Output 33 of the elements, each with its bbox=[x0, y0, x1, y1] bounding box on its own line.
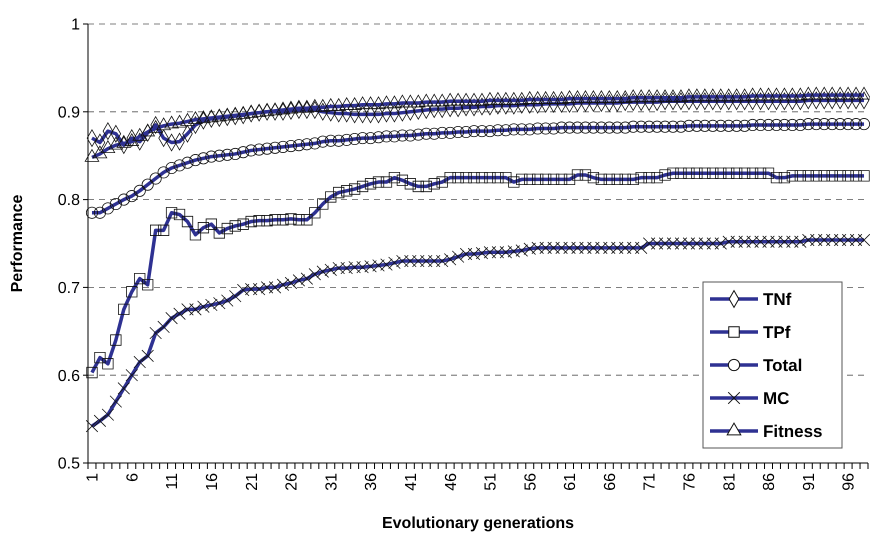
x-tick-label: 11 bbox=[164, 472, 182, 490]
x-tick-label: 81 bbox=[721, 472, 738, 491]
x-tick-label: 1 bbox=[84, 472, 102, 482]
legend-label: Fitness bbox=[763, 422, 823, 441]
x-tick-label: 96 bbox=[840, 472, 858, 491]
x-tick-label: 86 bbox=[761, 472, 778, 491]
x-tick-label: 16 bbox=[204, 472, 221, 491]
legend-label: TNf bbox=[763, 290, 792, 309]
y-tick-label: 0.9 bbox=[58, 104, 80, 122]
x-tick-label: 66 bbox=[602, 472, 619, 491]
y-tick-label: 0.7 bbox=[58, 280, 80, 297]
x-tick-label: 26 bbox=[284, 472, 301, 491]
x-tick-label: 46 bbox=[442, 472, 460, 491]
x-tick-label: 41 bbox=[402, 472, 420, 491]
x-tick-label: 76 bbox=[682, 472, 699, 491]
y-tick-label: 0.8 bbox=[58, 192, 80, 210]
y-axis-title: Performance bbox=[9, 194, 26, 292]
x-tick-label: 71 bbox=[642, 472, 659, 491]
x-tick-label: 36 bbox=[363, 472, 380, 491]
x-tick-label: 51 bbox=[482, 472, 500, 491]
legend-label: Total bbox=[763, 356, 802, 375]
y-tick-label: 0.6 bbox=[58, 368, 80, 385]
y-tick-label: 0.5 bbox=[58, 456, 80, 473]
x-tick-label: 61 bbox=[562, 472, 580, 491]
x-tick-label: 6 bbox=[124, 472, 142, 482]
y-tick-label: 1 bbox=[71, 16, 80, 34]
x-tick-label: 31 bbox=[323, 472, 340, 491]
x-tick-label: 56 bbox=[522, 472, 540, 491]
legend-label: TPf bbox=[763, 322, 791, 342]
legend-label: MC bbox=[763, 388, 790, 408]
x-tick-label: 91 bbox=[800, 472, 818, 491]
x-tick-label: 21 bbox=[244, 472, 261, 491]
x-axis-title: Evolutionary generations bbox=[382, 515, 574, 532]
